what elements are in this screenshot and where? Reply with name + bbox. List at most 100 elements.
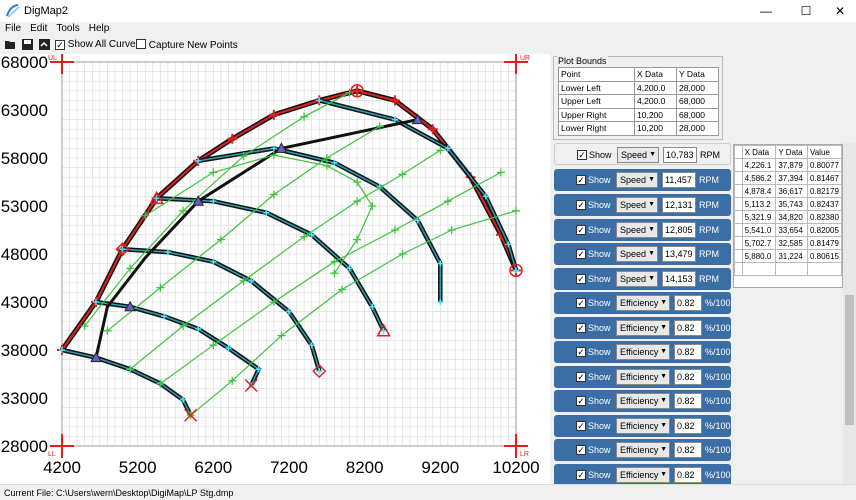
- close-button[interactable]: ✕: [834, 4, 846, 18]
- curve-row[interactable]: ✓ Show Efficiency ▼ 0.82 %/100: [554, 341, 731, 363]
- show-checkbox[interactable]: ✓: [576, 445, 586, 455]
- curve-value-input[interactable]: 0.82: [674, 393, 702, 409]
- curve-value-input[interactable]: 11,457: [662, 172, 696, 188]
- curve-value-input[interactable]: 12,131: [662, 197, 696, 213]
- table-cell[interactable]: 68,000: [676, 107, 719, 122]
- table-cell[interactable]: 0.82437: [806, 197, 842, 211]
- table-cell[interactable]: 34,820: [775, 210, 808, 224]
- table-cell[interactable]: 0.82179: [806, 184, 842, 198]
- table-cell[interactable]: 5,880.0: [741, 249, 777, 263]
- curve-row[interactable]: ✓ Show Efficiency ▼ 0.82 %/100: [554, 292, 731, 314]
- menu-tools[interactable]: Tools: [56, 23, 80, 34]
- show-checkbox[interactable]: ✓: [576, 225, 586, 235]
- table-row[interactable]: Lower Left 4,200.0 28,000: [558, 80, 719, 95]
- curve-value-input[interactable]: 14,153: [662, 271, 696, 287]
- table-cell[interactable]: 35,743: [775, 197, 808, 211]
- table-cell[interactable]: 0.80615: [806, 249, 842, 263]
- table-cell[interactable]: 5,702.7: [741, 236, 777, 250]
- curve-type-select[interactable]: Speed ▼: [616, 271, 658, 287]
- table-row[interactable]: 4,226.1 37,879 0.80077: [734, 158, 842, 172]
- table-cell[interactable]: [775, 262, 808, 276]
- curve-row[interactable]: ✓ Show Speed ▼ 11,457 RPM: [554, 169, 731, 191]
- show-checkbox[interactable]: ✓: [577, 150, 587, 160]
- table-cell[interactable]: 0.82380: [806, 210, 842, 224]
- table-cell[interactable]: 5,321.9: [741, 210, 777, 224]
- curve-type-select[interactable]: Efficiency ▼: [616, 418, 670, 434]
- table-cell[interactable]: 4,200.0: [634, 80, 677, 95]
- curve-value-input[interactable]: 10,783: [663, 147, 697, 163]
- show-checkbox[interactable]: ✓: [576, 347, 586, 357]
- curve-row[interactable]: ✓ Show Efficiency ▼ 0.82 %/100: [554, 390, 731, 412]
- table-row[interactable]: 5,702.7 32,585 0.81479: [734, 236, 842, 250]
- table-cell[interactable]: 0.81479: [806, 236, 842, 250]
- minimize-button[interactable]: —: [760, 4, 772, 18]
- curve-type-select[interactable]: Efficiency ▼: [616, 320, 670, 336]
- table-cell[interactable]: 0.80077: [806, 158, 842, 172]
- curve-row[interactable]: ✓ Show Efficiency ▼ 0.82 %/100: [554, 366, 731, 388]
- curve-row[interactable]: ✓ Show Efficiency ▼ 0.82 %/100: [554, 415, 731, 437]
- curve-type-select[interactable]: Speed ▼: [617, 147, 659, 163]
- show-all-curves-checkbox[interactable]: ✓ Show All Curves: [55, 39, 141, 50]
- curve-type-select[interactable]: Speed ▼: [616, 197, 658, 213]
- show-checkbox[interactable]: ✓: [576, 249, 586, 259]
- table-row[interactable]: 4,878.4 36,617 0.82179: [734, 184, 842, 198]
- show-checkbox[interactable]: ✓: [576, 298, 586, 308]
- curve-type-select[interactable]: Efficiency ▼: [616, 369, 670, 385]
- curve-row[interactable]: ✓ Show Speed ▼ 12,805 RPM: [554, 219, 731, 241]
- curve-value-input[interactable]: 12,805: [662, 222, 696, 238]
- show-checkbox[interactable]: ✓: [576, 175, 586, 185]
- curve-row[interactable]: ✓ Show Speed ▼ 14,153 RPM: [554, 268, 731, 290]
- table-cell[interactable]: 68,000: [676, 94, 719, 109]
- table-cell[interactable]: 36,617: [775, 184, 808, 198]
- table-row[interactable]: 5,541.0 33,654 0.82005: [734, 223, 842, 237]
- curve-value-input[interactable]: 0.82: [674, 344, 702, 360]
- curve-type-select[interactable]: Speed ▼: [616, 222, 658, 238]
- table-cell[interactable]: 31,224: [775, 249, 808, 263]
- curve-value-input[interactable]: 13,479: [662, 246, 696, 262]
- table-cell[interactable]: [806, 262, 842, 276]
- table-cell[interactable]: 37,394: [775, 171, 808, 185]
- table-cell[interactable]: 4,226.1: [741, 158, 777, 172]
- table-cell[interactable]: 0.82005: [806, 223, 842, 237]
- show-checkbox[interactable]: ✓: [576, 323, 586, 333]
- save-icon[interactable]: [21, 38, 34, 51]
- curve-row[interactable]: ✓ Show Efficiency ▼ 0.82 %/100: [554, 464, 731, 486]
- performance-map-plot[interactable]: 4200 5200 6200 7200 8200 9200 10200 68000 63000 5…: [0, 54, 550, 484]
- show-checkbox[interactable]: ✓: [576, 421, 586, 431]
- table-cell[interactable]: 33,654: [775, 223, 808, 237]
- curve-type-select[interactable]: Efficiency ▼: [616, 393, 670, 409]
- curve-value-input[interactable]: 0.82: [674, 320, 702, 336]
- curve-type-select[interactable]: Efficiency ▼: [616, 442, 670, 458]
- curve-row[interactable]: ✓ Show Efficiency ▼ 0.82 %/100: [554, 317, 731, 339]
- table-row[interactable]: 5,321.9 34,820 0.82380: [734, 210, 842, 224]
- table-row[interactable]: 4,586.2 37,394 0.81467: [734, 171, 842, 185]
- table-row[interactable]: Lower Right 10,200 28,000: [558, 121, 719, 136]
- table-cell[interactable]: 28,000: [676, 80, 719, 95]
- table-row[interactable]: Upper Right 10,200 68,000: [558, 107, 719, 122]
- table-row[interactable]: Upper Left 4,200.0 68,000: [558, 94, 719, 109]
- curve-value-input[interactable]: 0.82: [674, 369, 702, 385]
- curve-value-input[interactable]: 0.82: [674, 295, 702, 311]
- menu-edit[interactable]: Edit: [30, 23, 48, 34]
- curve-type-select[interactable]: Efficiency ▼: [616, 467, 670, 483]
- table-cell[interactable]: 5,113.2: [741, 197, 777, 211]
- vertical-scrollbar[interactable]: [843, 143, 856, 484]
- curve-row[interactable]: ✓ Show Speed ▼ 12,131 RPM: [554, 194, 731, 216]
- table-cell[interactable]: 4,878.4: [741, 184, 777, 198]
- curve-row[interactable]: ✓ Show Speed ▼ 13,479 RPM: [554, 243, 731, 265]
- curve-type-select[interactable]: Speed ▼: [616, 246, 658, 262]
- table-cell[interactable]: 10,200: [634, 107, 677, 122]
- table-cell[interactable]: 32,585: [775, 236, 808, 250]
- menu-help[interactable]: Help: [88, 23, 110, 34]
- table-cell[interactable]: 10,200: [634, 121, 677, 136]
- table-cell[interactable]: 28,000: [676, 121, 719, 136]
- table-cell[interactable]: 37,879: [775, 158, 808, 172]
- show-checkbox[interactable]: ✓: [576, 470, 586, 480]
- curve-row[interactable]: ✓ Show Efficiency ▼ 0.82 %/100: [554, 439, 731, 461]
- table-row[interactable]: 5,880.0 31,224 0.80615: [734, 249, 842, 263]
- show-checkbox[interactable]: ✓: [576, 396, 586, 406]
- curve-row[interactable]: ✓ Show Speed ▼ 10,783 RPM: [554, 143, 731, 165]
- capture-new-points-checkbox[interactable]: Capture New Points: [136, 39, 238, 51]
- curve-type-select[interactable]: Efficiency ▼: [616, 344, 670, 360]
- table-cell[interactable]: [741, 262, 777, 276]
